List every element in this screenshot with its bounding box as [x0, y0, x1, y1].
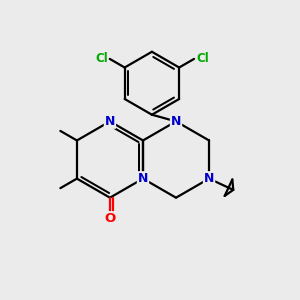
Text: N: N	[105, 115, 115, 128]
Text: Cl: Cl	[196, 52, 209, 65]
Text: N: N	[171, 115, 181, 128]
Text: O: O	[104, 212, 116, 225]
Text: N: N	[204, 172, 214, 185]
Text: N: N	[138, 172, 148, 185]
Text: Cl: Cl	[95, 52, 108, 65]
